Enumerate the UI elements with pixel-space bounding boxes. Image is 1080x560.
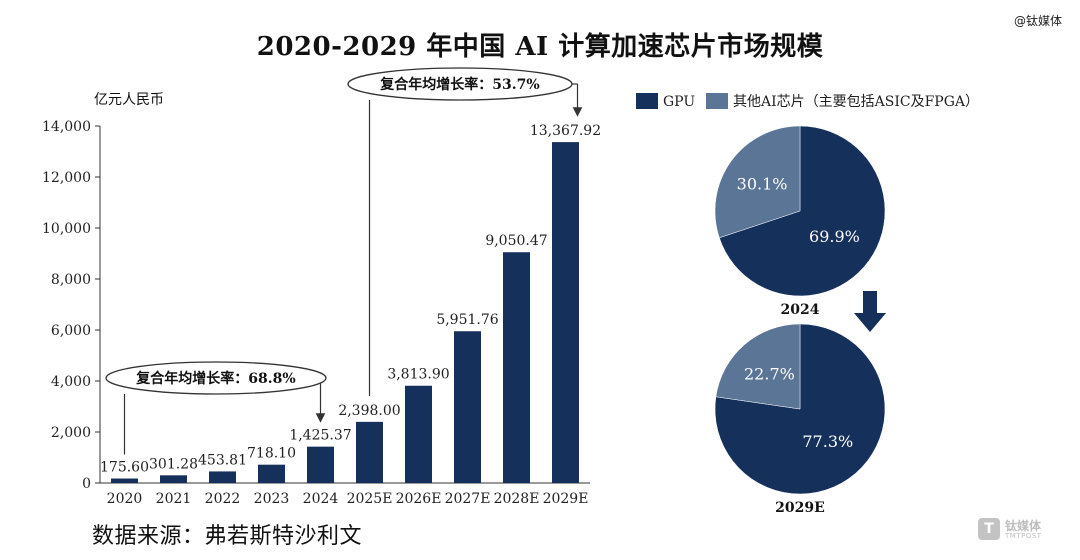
x-tick-label: 2022 bbox=[205, 491, 241, 507]
bar-value-label: 2,398.00 bbox=[338, 403, 400, 419]
pie-year-label: 2029E bbox=[775, 500, 825, 516]
bar-value-label: 3,813.90 bbox=[387, 367, 449, 383]
cagr-label: 复合年均增长率：53.7% bbox=[379, 76, 539, 93]
legend-swatch-gpu bbox=[636, 93, 658, 109]
y-tick-label: 0 bbox=[82, 476, 91, 492]
x-tick-label: 2028E bbox=[494, 491, 540, 507]
logo-name: 钛媒体 bbox=[1005, 519, 1042, 533]
cagr-ellipse bbox=[105, 361, 327, 395]
bar-value-label: 1,425.37 bbox=[289, 428, 351, 444]
chart-title: 2020-2029 年中国 AI 计算加速芯片市场规模 bbox=[256, 32, 824, 62]
tmtpost-logo: T 钛媒体 TMTPOST bbox=[978, 516, 1058, 544]
cagr-label: 复合年均增长率：68.8% bbox=[135, 370, 295, 387]
pie-slice-label: 22.7% bbox=[744, 365, 795, 384]
y-tick-label: 12,000 bbox=[42, 170, 91, 186]
y-tick-label: 6,000 bbox=[51, 323, 91, 339]
x-tick-label: 2025E bbox=[347, 491, 393, 507]
logo-subtext: TMTPOST bbox=[1005, 532, 1042, 540]
logo-mark: T bbox=[978, 518, 1000, 540]
y-axis-unit-label: 亿元人民币 bbox=[94, 92, 164, 108]
y-tick-label: 10,000 bbox=[42, 221, 91, 237]
bar-2025E bbox=[356, 421, 383, 483]
bar-value-label: 301.28 bbox=[149, 456, 198, 472]
bar-value-label: 718.10 bbox=[247, 446, 296, 462]
source-note: 数据来源：弗若斯特沙利文 bbox=[92, 524, 363, 549]
bar-value-label: 9,050.47 bbox=[485, 233, 547, 249]
watermark-text: @钛媒体 bbox=[1013, 14, 1062, 28]
pie-slice-2024-gpu bbox=[719, 125, 886, 297]
bar-value-label: 13,367.92 bbox=[530, 123, 601, 139]
y-tick-label: 8,000 bbox=[51, 272, 91, 288]
bar-2020 bbox=[111, 478, 138, 483]
pie-slice-label: 77.3% bbox=[802, 432, 853, 451]
pie-year-label: 2024 bbox=[781, 302, 820, 318]
cagr-ellipse bbox=[347, 67, 573, 101]
legend-swatch-other bbox=[706, 93, 728, 109]
x-tick-label: 2023 bbox=[254, 491, 290, 507]
pie-slice-label: 69.9% bbox=[809, 227, 860, 246]
down-arrow-icon bbox=[854, 291, 886, 332]
bar-2028E bbox=[503, 252, 530, 483]
bar-value-label: 453.81 bbox=[198, 452, 247, 468]
bar-2022 bbox=[209, 471, 236, 483]
bar-2029E bbox=[552, 142, 579, 483]
x-tick-label: 2024 bbox=[303, 491, 339, 507]
y-tick-label: 14,000 bbox=[42, 119, 91, 135]
x-tick-label: 2029E bbox=[543, 491, 589, 507]
x-tick-label: 2027E bbox=[445, 491, 491, 507]
bar-2026E bbox=[405, 385, 432, 483]
x-tick-label: 2021 bbox=[156, 491, 192, 507]
bar-value-label: 175.60 bbox=[100, 460, 149, 476]
y-tick-label: 4,000 bbox=[51, 374, 91, 390]
pie-slice-2029E-other bbox=[715, 323, 801, 410]
bar-value-label: 5,951.76 bbox=[436, 312, 498, 328]
bar-2021 bbox=[160, 475, 187, 483]
bar-2023 bbox=[258, 464, 285, 483]
pie-slice-2024-other bbox=[714, 125, 801, 239]
bar-2027E bbox=[454, 331, 481, 483]
legend-label-gpu: GPU bbox=[663, 94, 695, 110]
legend-label-other: 其他AI芯片（主要包括ASIC及FPGA） bbox=[733, 94, 979, 110]
bar-2024 bbox=[307, 446, 334, 483]
x-tick-label: 2020 bbox=[107, 491, 143, 507]
y-tick-label: 2,000 bbox=[51, 425, 91, 441]
pie-slice-label: 30.1% bbox=[737, 175, 788, 194]
x-tick-label: 2026E bbox=[396, 491, 442, 507]
